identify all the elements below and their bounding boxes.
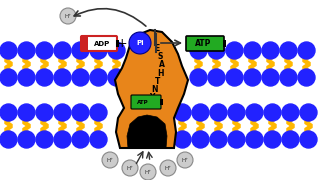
Circle shape xyxy=(210,104,227,121)
Circle shape xyxy=(60,8,76,24)
Circle shape xyxy=(298,69,315,86)
Text: +: + xyxy=(117,37,127,50)
Text: H⁺: H⁺ xyxy=(65,14,71,19)
Circle shape xyxy=(108,42,125,59)
Circle shape xyxy=(300,131,317,148)
Text: E: E xyxy=(154,44,160,53)
Circle shape xyxy=(102,152,118,168)
Text: N: N xyxy=(152,84,158,93)
FancyBboxPatch shape xyxy=(82,37,88,50)
Circle shape xyxy=(174,131,191,148)
Text: T: T xyxy=(155,76,161,86)
Text: ATP: ATP xyxy=(195,39,211,48)
Circle shape xyxy=(122,160,138,176)
Circle shape xyxy=(54,42,71,59)
Circle shape xyxy=(264,104,281,121)
Text: H⁺: H⁺ xyxy=(145,170,151,174)
Circle shape xyxy=(228,131,245,148)
Circle shape xyxy=(177,152,193,168)
Circle shape xyxy=(108,69,125,86)
Circle shape xyxy=(282,104,299,121)
Circle shape xyxy=(244,42,261,59)
Circle shape xyxy=(0,131,17,148)
Circle shape xyxy=(210,131,227,148)
Circle shape xyxy=(264,131,281,148)
Text: H⁺: H⁺ xyxy=(164,165,172,170)
Circle shape xyxy=(262,69,279,86)
Circle shape xyxy=(54,131,71,148)
Circle shape xyxy=(72,104,89,121)
Circle shape xyxy=(140,164,156,180)
Circle shape xyxy=(72,42,89,59)
Circle shape xyxy=(129,32,151,54)
Circle shape xyxy=(192,104,209,121)
Circle shape xyxy=(298,42,315,59)
Text: Pi: Pi xyxy=(136,40,144,46)
Circle shape xyxy=(192,131,209,148)
Circle shape xyxy=(226,69,243,86)
Circle shape xyxy=(246,104,263,121)
Circle shape xyxy=(262,42,279,59)
Text: H⁺: H⁺ xyxy=(181,158,188,163)
Circle shape xyxy=(54,104,71,121)
Circle shape xyxy=(190,69,207,86)
Circle shape xyxy=(36,69,53,86)
Circle shape xyxy=(36,42,53,59)
Circle shape xyxy=(280,42,297,59)
Circle shape xyxy=(90,104,107,121)
Circle shape xyxy=(228,104,245,121)
Polygon shape xyxy=(127,115,167,148)
FancyBboxPatch shape xyxy=(131,95,161,109)
Circle shape xyxy=(160,160,176,176)
FancyBboxPatch shape xyxy=(160,99,163,105)
Circle shape xyxy=(244,69,261,86)
Circle shape xyxy=(300,104,317,121)
Text: ADP: ADP xyxy=(94,40,110,46)
Circle shape xyxy=(18,131,35,148)
Circle shape xyxy=(190,42,207,59)
Text: H: H xyxy=(158,69,164,78)
Polygon shape xyxy=(115,30,188,148)
Circle shape xyxy=(246,131,263,148)
Circle shape xyxy=(282,131,299,148)
Circle shape xyxy=(0,42,17,59)
Circle shape xyxy=(208,42,225,59)
Circle shape xyxy=(90,42,107,59)
Circle shape xyxy=(0,69,17,86)
FancyBboxPatch shape xyxy=(186,36,224,51)
Text: A: A xyxy=(159,60,165,69)
Circle shape xyxy=(174,104,191,121)
Circle shape xyxy=(280,69,297,86)
Circle shape xyxy=(90,69,107,86)
Circle shape xyxy=(90,131,107,148)
Circle shape xyxy=(72,69,89,86)
Circle shape xyxy=(36,104,53,121)
Circle shape xyxy=(208,69,225,86)
FancyBboxPatch shape xyxy=(116,40,119,47)
FancyBboxPatch shape xyxy=(81,36,117,51)
FancyBboxPatch shape xyxy=(223,40,226,47)
Circle shape xyxy=(18,42,35,59)
Circle shape xyxy=(18,69,35,86)
Text: H⁺: H⁺ xyxy=(126,165,133,170)
Text: ATP: ATP xyxy=(137,100,149,105)
Text: S: S xyxy=(145,102,151,111)
Text: Y: Y xyxy=(149,93,155,102)
Text: S: S xyxy=(157,51,163,60)
Circle shape xyxy=(54,69,71,86)
Circle shape xyxy=(36,131,53,148)
Circle shape xyxy=(0,104,17,121)
Circle shape xyxy=(72,131,89,148)
Text: H⁺: H⁺ xyxy=(107,158,114,163)
Circle shape xyxy=(226,42,243,59)
Circle shape xyxy=(18,104,35,121)
